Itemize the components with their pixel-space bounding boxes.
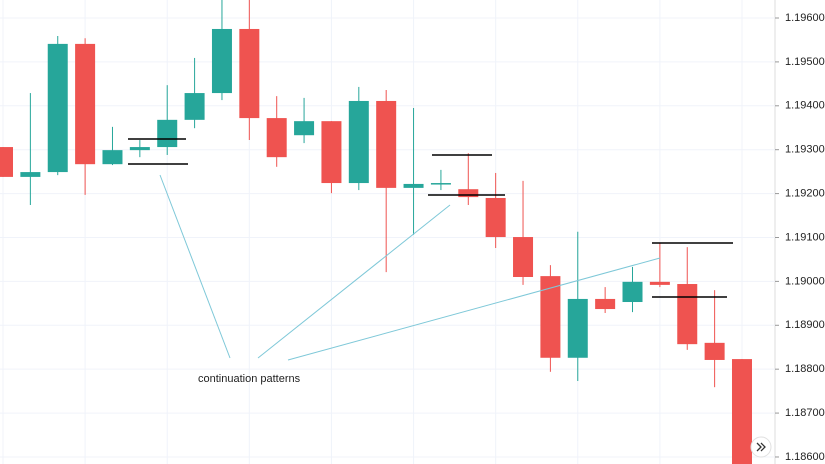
y-tick-label: 1.18600 [785,451,825,463]
y-tick-label: 1.19500 [785,56,825,68]
candle-body [458,189,479,198]
candle-body [211,28,232,94]
pattern-lines [128,138,733,298]
y-tick-label: 1.19400 [785,100,825,112]
y-tick-label: 1.19000 [785,275,825,287]
candle-body [239,28,260,119]
candle-body [47,43,68,173]
candle-body [20,172,41,177]
candle-body [0,147,13,177]
candle-body [540,276,561,358]
candle-body [513,237,534,277]
candle-body [731,359,752,464]
annotation: continuation patterns [198,373,301,385]
candle-body [485,197,506,238]
y-tick-label: 1.19300 [785,144,825,156]
candle-body [403,183,424,188]
candle-body [75,43,96,165]
y-tick-label: 1.18900 [785,319,825,331]
candle-body [376,100,397,188]
candle-body [595,298,616,310]
scroll-button[interactable] [750,436,772,458]
y-tick-label: 1.19600 [785,12,825,24]
candle-body [321,121,342,184]
y-tick-label: 1.19200 [785,187,825,199]
candle-body [294,121,315,136]
candle-body [129,147,150,151]
pointer-lines [159,174,661,361]
y-tick-label: 1.19100 [785,231,825,243]
candle-body [704,342,725,360]
y-tick-label: 1.18700 [785,407,825,419]
candle-body [348,100,369,184]
candle-body [677,284,698,345]
candle-body [266,118,287,158]
candle-body [102,150,123,165]
candle-body [184,93,205,120]
candle-body [430,183,451,185]
candle-body [622,281,643,303]
y-tick-label: 1.18800 [785,363,825,375]
candle-body [649,281,670,285]
candle-body [157,119,178,148]
candle-body [567,298,588,358]
